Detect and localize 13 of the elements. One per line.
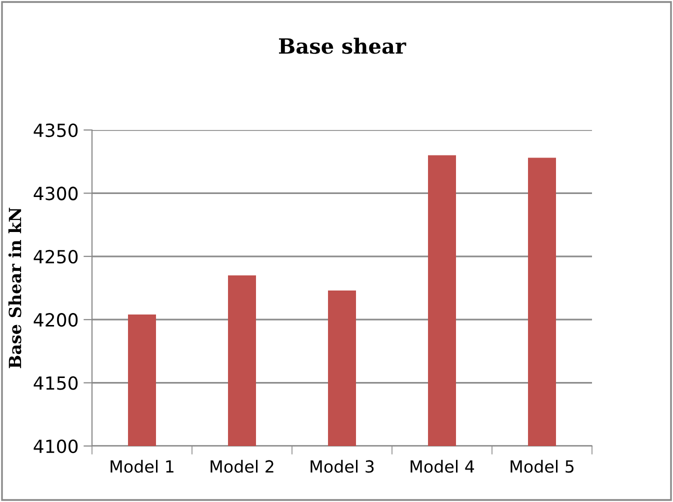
chart-title: Base shear xyxy=(279,38,406,54)
x-tick-label: Model 4 xyxy=(410,460,474,473)
y-tick-label: 4250 xyxy=(34,250,78,264)
x-tick-label: Model 2 xyxy=(210,460,274,473)
y-tick-label: 4300 xyxy=(34,186,78,200)
y-tick-label: 4350 xyxy=(34,123,78,138)
y-tick-label: 4200 xyxy=(34,313,78,327)
x-tick-label: Model 3 xyxy=(310,460,374,473)
y-axis-title: Base Shear in kN xyxy=(8,208,22,368)
x-tick-label: Model 1 xyxy=(110,460,174,473)
x-tick-label: Model 5 xyxy=(510,460,574,473)
y-tick-label: 4150 xyxy=(34,376,78,390)
y-tick-label: 4100 xyxy=(34,439,78,454)
